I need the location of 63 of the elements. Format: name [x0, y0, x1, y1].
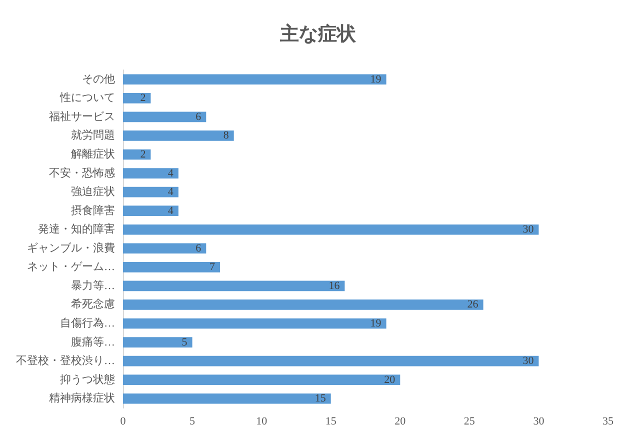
bar: [123, 300, 484, 310]
data-label: 30: [522, 224, 534, 236]
bar: [123, 393, 331, 404]
data-label: 8: [223, 130, 230, 142]
data-label: 2: [140, 148, 146, 160]
data-label: 16: [328, 280, 340, 292]
bar: [123, 149, 151, 160]
y-tick-label: 性について: [59, 92, 115, 104]
data-label: 6: [196, 110, 202, 123]
data-label: 4: [168, 167, 174, 180]
y-tick-label: 精神病様症状: [49, 392, 115, 405]
y-tick-label: 福祉サービス: [49, 110, 115, 123]
x-tick-label: 10: [256, 416, 268, 428]
data-label: 5: [182, 336, 188, 348]
data-label: 30: [522, 355, 534, 368]
data-label: 6: [196, 242, 202, 254]
x-tick-label: 15: [325, 416, 337, 428]
y-tick-label: 発達・知的障害: [38, 222, 115, 236]
data-label: 20: [384, 374, 396, 386]
y-tick-label: 就労問題: [71, 128, 115, 142]
x-tick-label: 35: [602, 416, 614, 428]
y-tick-label: 強迫症状: [71, 185, 115, 198]
y-tick-label: ネット・ゲーム…: [27, 261, 115, 274]
bar: [123, 112, 206, 122]
bar: [123, 186, 178, 198]
bar: [123, 130, 234, 141]
data-label: 15: [314, 392, 326, 405]
x-tick-label: 25: [464, 416, 476, 428]
x-tick-label: 0: [120, 416, 126, 428]
bar: [123, 224, 539, 235]
bar: [123, 262, 220, 272]
y-tick-label: その他: [82, 73, 115, 86]
data-label: 4: [168, 186, 174, 198]
y-tick-label: 抑うつ状態: [60, 372, 115, 386]
bar: [123, 337, 192, 348]
x-tick-label: 20: [394, 416, 406, 428]
bar: [123, 74, 386, 85]
y-tick-label: 希死念慮: [71, 298, 115, 311]
bar: [123, 356, 539, 366]
bar: [123, 168, 178, 178]
y-tick-label: 暴力等…: [71, 278, 115, 292]
data-label: 7: [210, 261, 216, 274]
x-tick-label: 30: [533, 416, 545, 428]
bar: [123, 243, 206, 254]
chart-title: 主な症状: [279, 23, 357, 45]
y-tick-label: 腹痛等…: [71, 335, 115, 348]
bar: [123, 280, 345, 292]
y-tick-label: 不登校・登校渋り…: [16, 354, 115, 368]
x-tick-label: 5: [190, 416, 196, 428]
data-label: 2: [140, 92, 146, 104]
y-tick-label: 不安・恐怖感: [49, 166, 115, 180]
y-tick-label: 摂食障害: [71, 204, 115, 217]
y-tick-label: ギャンブル・浪費: [27, 241, 115, 254]
y-tick-label: 自傷行為…: [60, 318, 115, 330]
data-label: 26: [467, 298, 479, 311]
bar: [123, 318, 386, 329]
data-label: 19: [370, 73, 382, 86]
bar: [123, 374, 400, 385]
data-label: 4: [168, 204, 174, 217]
y-tick-label: 解離症状: [71, 148, 115, 160]
bar: [123, 206, 178, 216]
data-label: 19: [370, 318, 382, 330]
bar: [123, 93, 151, 104]
